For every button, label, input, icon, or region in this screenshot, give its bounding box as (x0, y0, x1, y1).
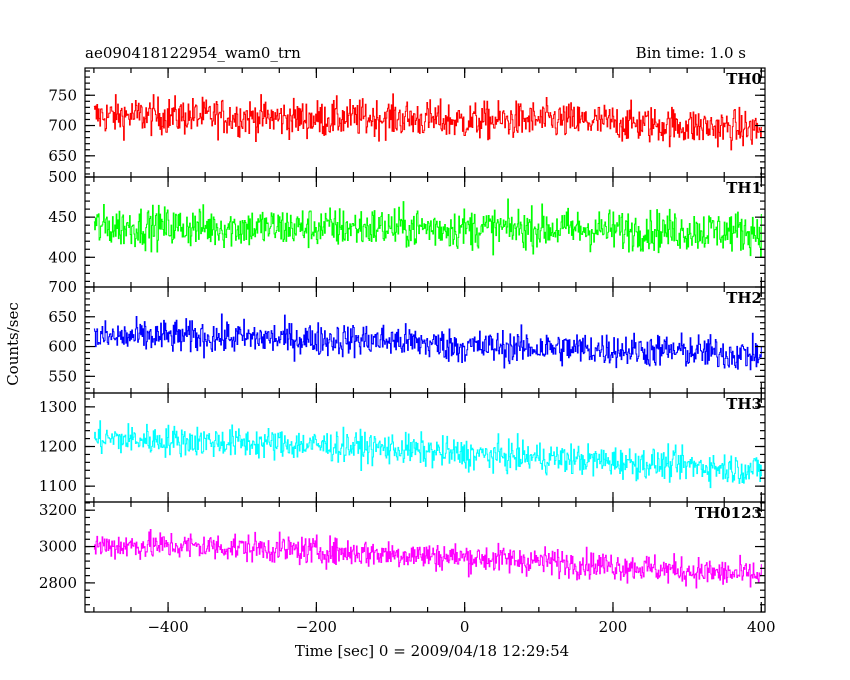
panel-th2: 550 600 650 700 TH2 (48, 278, 766, 394)
x-tick-label: −400 (147, 618, 188, 636)
y-tick-label: 650 (48, 308, 77, 326)
y-tick-label: 500 (48, 168, 77, 186)
y-tick-label: 650 (48, 147, 77, 165)
chart-title: ae090418122954_wam0_trn (85, 44, 301, 62)
y-tick-label: 400 (48, 248, 77, 266)
panel-group: 650 700 750 TH0 400 450 500 TH1 550 600 650 700 TH2 1… (39, 67, 776, 636)
x-tick-label: 400 (747, 618, 776, 636)
panel-label: TH0 (726, 70, 762, 88)
y-tick-label: 700 (48, 278, 77, 296)
panel-label: TH2 (726, 289, 762, 307)
x-tick-label: −200 (296, 618, 337, 636)
y-tick-label: 3200 (39, 501, 77, 519)
y-tick-label: 450 (48, 208, 77, 226)
panel-label: TH0123 (695, 504, 762, 522)
y-tick-label: 1100 (39, 477, 77, 495)
y-tick-label: 750 (48, 86, 77, 104)
y-tick-label: 600 (48, 338, 77, 356)
panel-label: TH1 (726, 179, 762, 197)
panel-label: TH3 (726, 395, 762, 413)
x-tick-label: 0 (460, 618, 470, 636)
x-axis-label: Time [sec] 0 = 2009/04/18 12:29:54 (295, 642, 569, 660)
panel-th1: 400 450 500 TH1 (48, 168, 766, 288)
y-tick-label: 1200 (39, 438, 77, 456)
series-th2 (93, 313, 763, 371)
series-th3 (93, 420, 763, 489)
series-th0123 (93, 528, 763, 589)
panel-th0: 650 700 750 TH0 (48, 67, 766, 178)
series-th1 (93, 198, 763, 257)
y-tick-label: 550 (48, 367, 77, 385)
y-tick-label: 2800 (39, 574, 77, 592)
bin-time-label: Bin time: 1.0 s (636, 44, 746, 62)
panel-frame (84, 501, 766, 613)
x-tick-label: 200 (599, 618, 628, 636)
y-tick-label: 700 (48, 117, 77, 135)
y-tick-label: 3000 (39, 538, 77, 556)
panel-th0123: 2800 3000 3200 TH0123 (39, 501, 766, 613)
panel-th3: 1100 1200 1300 TH3 (39, 392, 766, 503)
y-axis-label: Counts/sec (4, 302, 22, 386)
series-th0 (93, 93, 763, 151)
y-tick-label: 1300 (39, 398, 77, 416)
